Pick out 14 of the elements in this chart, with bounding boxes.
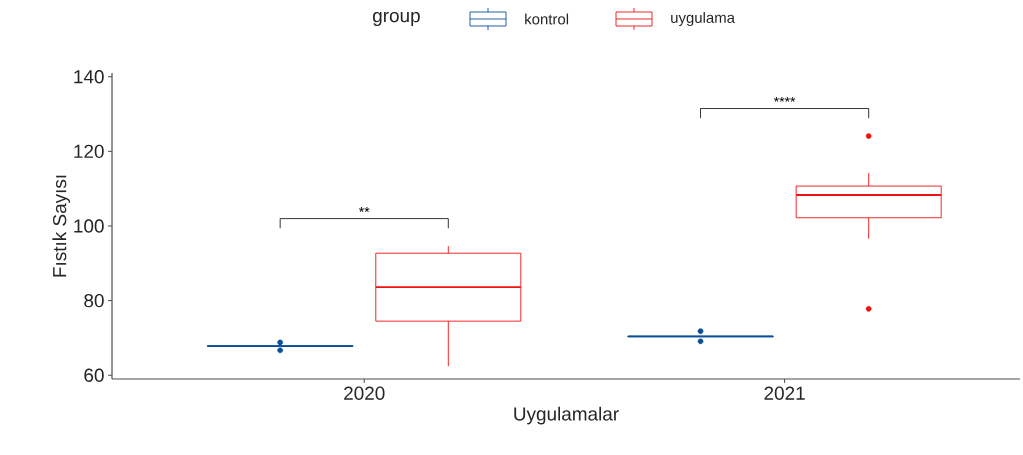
y-tick-label: 100	[74, 219, 104, 233]
x-tick-label: 2020	[344, 386, 385, 400]
legend-label: kontrol	[525, 13, 569, 25]
y-axis-title: Fıstık Sayısı	[52, 175, 71, 277]
y-tick-label: 60	[84, 368, 104, 382]
legend-title: group	[373, 11, 420, 27]
legend-label: uygulama	[671, 12, 735, 26]
y-tick-label: 120	[74, 144, 104, 159]
annotation: **	[359, 207, 370, 212]
annotation: ****	[773, 96, 796, 102]
y-tick-label: 140	[74, 70, 104, 84]
x-tick-label: 2021	[764, 386, 805, 400]
y-tick-label: 80	[84, 293, 104, 308]
x-axis-title: Uygulamalar	[514, 406, 619, 425]
